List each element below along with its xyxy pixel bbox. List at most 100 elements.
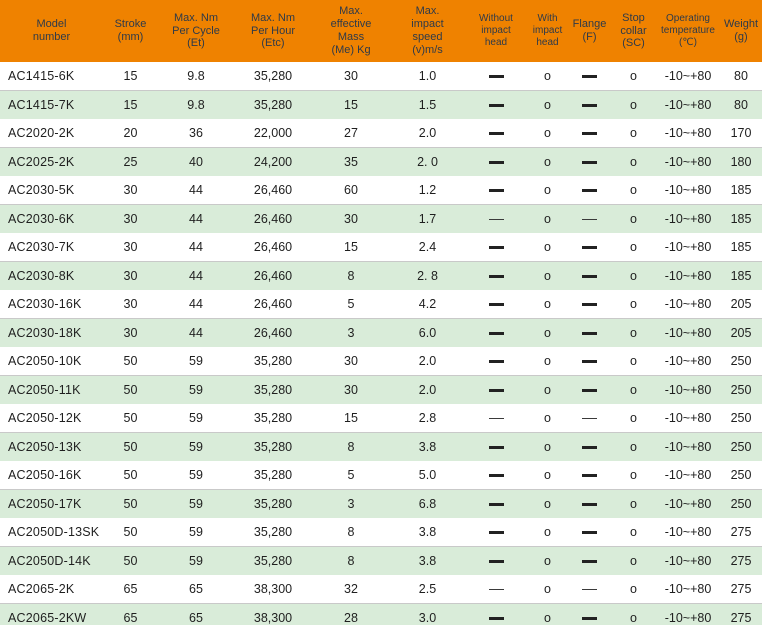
cell-operating-temperature: -10~+80: [656, 489, 720, 518]
cell-stroke: 30: [103, 204, 158, 233]
cell-max-impact-speed: 2.5: [390, 575, 465, 604]
column-header-without-impact-head: Without impact head: [465, 0, 527, 62]
cell-stop-collar: o: [611, 147, 656, 176]
dash-mark: —: [582, 474, 597, 478]
dash-mark: —: [488, 275, 504, 279]
cell-operating-temperature: -10~+80: [656, 204, 720, 233]
cell-stroke: 25: [103, 147, 158, 176]
cell-without-impact-head: —: [465, 233, 527, 262]
cell-weight: 185: [720, 204, 762, 233]
cell-with-impact-head: o: [527, 603, 568, 625]
cell-with-impact-head: o: [527, 233, 568, 262]
cell-flange: —: [568, 318, 611, 347]
cell-max-impact-speed: 1.2: [390, 176, 465, 205]
cell-max-impact-speed: 6.8: [390, 489, 465, 518]
cell-max-nm-per-hour: 26,460: [234, 290, 312, 319]
cell-with-impact-head: o: [527, 90, 568, 119]
cell-model: AC2065-2K: [0, 575, 103, 604]
cell-with-impact-head: o: [527, 375, 568, 404]
cell-with-impact-head: o: [527, 461, 568, 490]
cell-flange: —: [568, 119, 611, 148]
cell-flange: —: [568, 432, 611, 461]
cell-with-impact-head: o: [527, 147, 568, 176]
cell-stroke: 50: [103, 375, 158, 404]
column-header-stroke: Stroke (mm): [103, 0, 158, 62]
cell-without-impact-head: —: [465, 575, 527, 604]
dash-mark: —: [488, 132, 504, 136]
cell-stop-collar: o: [611, 546, 656, 575]
cell-without-impact-head: —: [465, 62, 527, 91]
cell-stroke: 30: [103, 233, 158, 262]
cell-max-nm-per-cycle: 59: [158, 404, 234, 433]
cell-stop-collar: o: [611, 489, 656, 518]
cell-max-nm-per-hour: 35,280: [234, 518, 312, 547]
cell-max-impact-speed: 3.0: [390, 603, 465, 625]
cell-stroke: 30: [103, 318, 158, 347]
dash-mark: —: [582, 531, 597, 535]
cell-max-nm-per-cycle: 65: [158, 603, 234, 625]
cell-max-nm-per-hour: 26,460: [234, 318, 312, 347]
cell-stroke: 50: [103, 489, 158, 518]
table-body: AC1415-6K159.835,280301.0—o—o-10~+8080AC…: [0, 62, 762, 625]
cell-model: AC2050D-13SK: [0, 518, 103, 547]
dash-mark: —: [582, 104, 597, 108]
cell-operating-temperature: -10~+80: [656, 119, 720, 148]
cell-operating-temperature: -10~+80: [656, 404, 720, 433]
cell-weight: 275: [720, 603, 762, 625]
cell-operating-temperature: -10~+80: [656, 518, 720, 547]
cell-operating-temperature: -10~+80: [656, 546, 720, 575]
column-header-operating-temperature: Operating temperature (℃): [656, 0, 720, 62]
cell-max-impact-speed: 2. 0: [390, 147, 465, 176]
dash-mark: —: [582, 303, 597, 307]
cell-max-effective-mass: 8: [312, 432, 390, 461]
cell-operating-temperature: -10~+80: [656, 318, 720, 347]
cell-max-nm-per-cycle: 59: [158, 347, 234, 376]
cell-flange: —: [568, 176, 611, 205]
cell-max-nm-per-hour: 35,280: [234, 404, 312, 433]
cell-operating-temperature: -10~+80: [656, 90, 720, 119]
cell-without-impact-head: —: [465, 290, 527, 319]
dash-mark: —: [488, 189, 504, 193]
cell-max-nm-per-cycle: 59: [158, 489, 234, 518]
cell-model: AC2030-8K: [0, 261, 103, 290]
cell-max-impact-speed: 4.2: [390, 290, 465, 319]
cell-stroke: 50: [103, 347, 158, 376]
column-header-max-nm-per-hour: Max. Nm Per Hour (Etc): [234, 0, 312, 62]
cell-operating-temperature: -10~+80: [656, 375, 720, 404]
cell-max-nm-per-cycle: 44: [158, 176, 234, 205]
header-row: Model number Stroke (mm) Max. Nm Per Cycle…: [0, 0, 762, 62]
cell-stop-collar: o: [611, 176, 656, 205]
cell-with-impact-head: o: [527, 432, 568, 461]
dash-mark: —: [582, 246, 597, 250]
cell-without-impact-head: —: [465, 489, 527, 518]
cell-operating-temperature: -10~+80: [656, 461, 720, 490]
cell-model: AC2030-5K: [0, 176, 103, 205]
dash-mark: —: [488, 503, 504, 507]
cell-without-impact-head: —: [465, 204, 527, 233]
dash-mark: —: [582, 389, 597, 393]
cell-weight: 275: [720, 546, 762, 575]
cell-without-impact-head: —: [465, 432, 527, 461]
cell-model: AC2050-12K: [0, 404, 103, 433]
dash-mark: —: [582, 418, 597, 420]
cell-model: AC2050-11K: [0, 375, 103, 404]
cell-max-effective-mass: 30: [312, 347, 390, 376]
cell-max-impact-speed: 2.0: [390, 347, 465, 376]
cell-model: AC2020-2K: [0, 119, 103, 148]
cell-max-effective-mass: 3: [312, 318, 390, 347]
cell-without-impact-head: —: [465, 318, 527, 347]
cell-flange: —: [568, 290, 611, 319]
cell-without-impact-head: —: [465, 404, 527, 433]
cell-with-impact-head: o: [527, 261, 568, 290]
cell-weight: 80: [720, 90, 762, 119]
cell-model: AC2030-18K: [0, 318, 103, 347]
cell-without-impact-head: —: [465, 347, 527, 376]
cell-flange: —: [568, 461, 611, 490]
cell-max-nm-per-hour: 26,460: [234, 261, 312, 290]
